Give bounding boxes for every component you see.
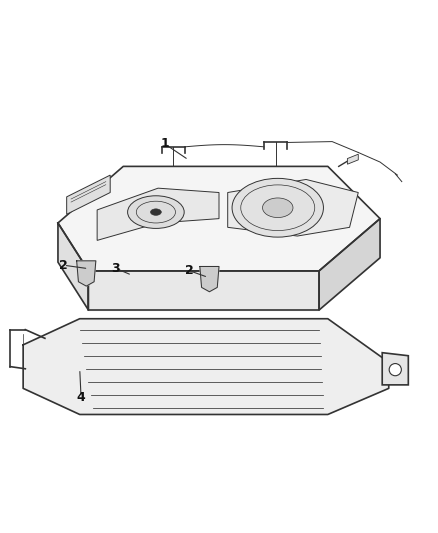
Polygon shape	[228, 180, 358, 236]
Ellipse shape	[150, 209, 161, 215]
Ellipse shape	[232, 179, 323, 237]
Ellipse shape	[262, 198, 293, 217]
Ellipse shape	[127, 196, 184, 229]
Polygon shape	[23, 319, 389, 415]
Text: 1: 1	[160, 138, 169, 150]
Polygon shape	[319, 219, 380, 310]
Polygon shape	[200, 266, 219, 292]
Polygon shape	[97, 188, 219, 240]
Text: 3: 3	[111, 262, 120, 274]
Ellipse shape	[389, 364, 401, 376]
Text: 2: 2	[59, 259, 68, 272]
Text: 2: 2	[185, 264, 194, 277]
Polygon shape	[77, 261, 96, 286]
Polygon shape	[67, 175, 110, 214]
Polygon shape	[347, 154, 358, 164]
Text: 4: 4	[77, 391, 85, 403]
Polygon shape	[382, 353, 408, 385]
Polygon shape	[58, 166, 380, 271]
Polygon shape	[58, 223, 88, 310]
Polygon shape	[88, 271, 319, 310]
